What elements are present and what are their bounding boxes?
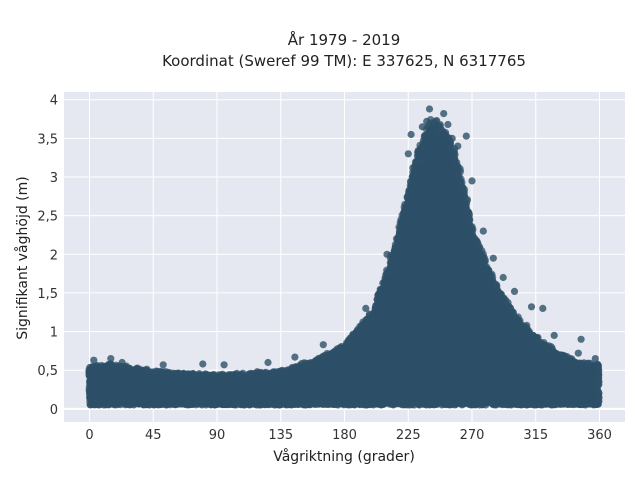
data-points <box>85 105 603 409</box>
